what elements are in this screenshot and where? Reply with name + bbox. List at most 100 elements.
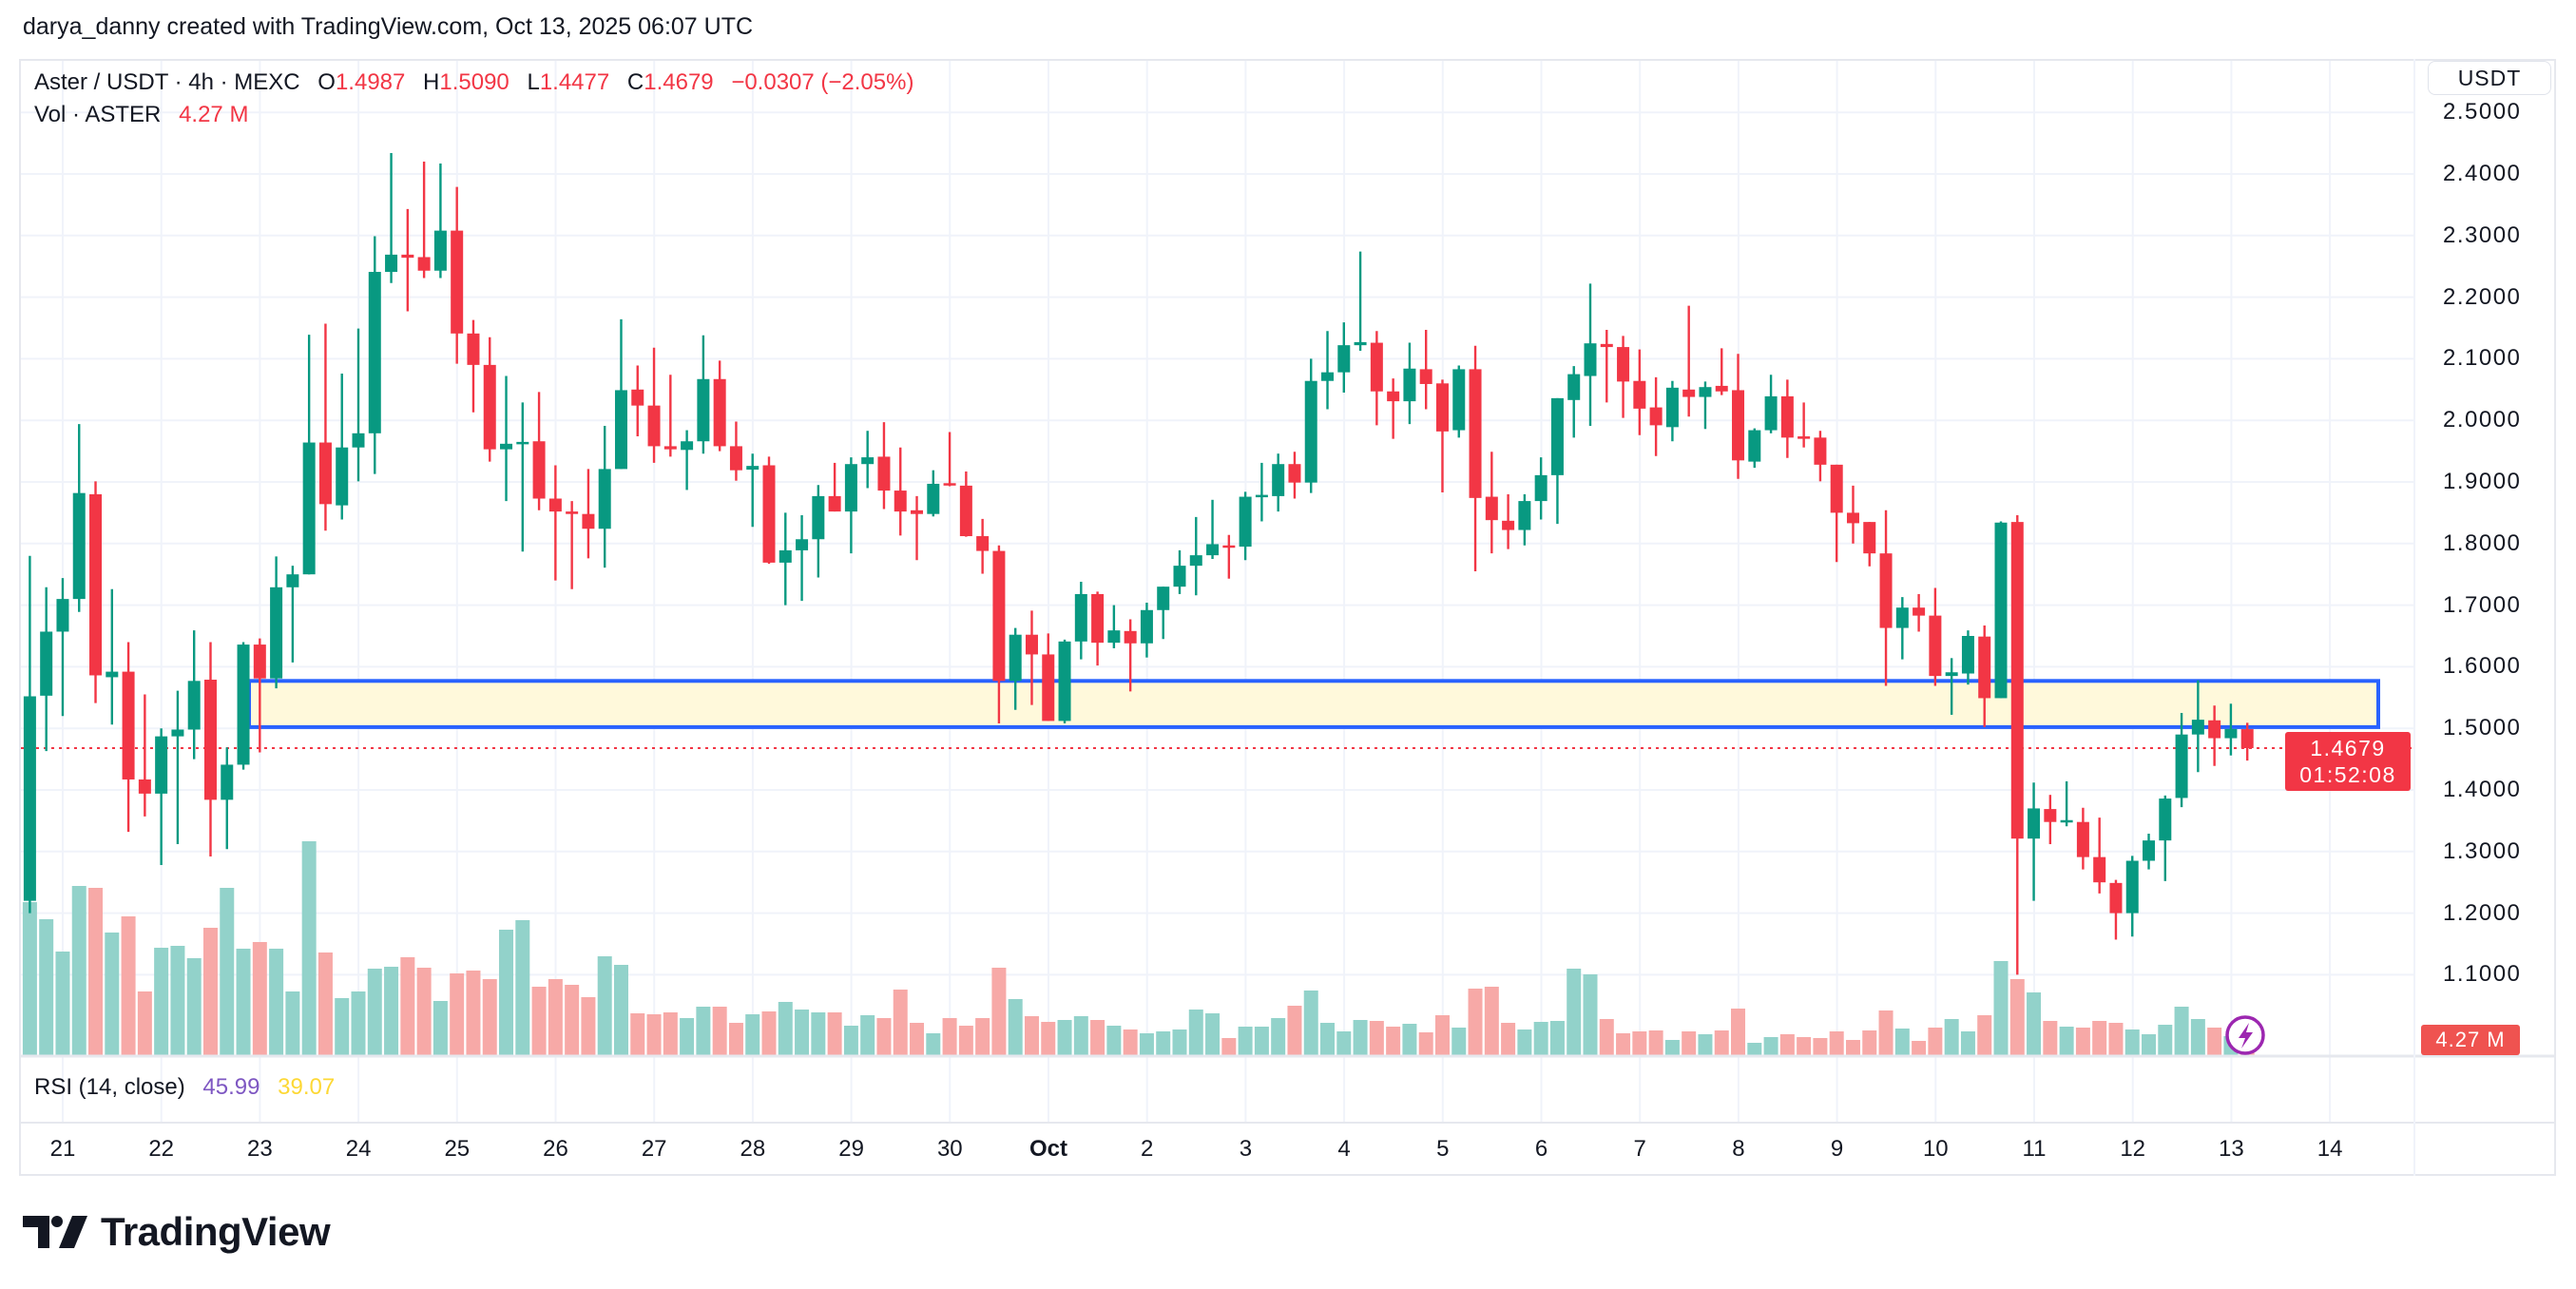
candle — [401, 208, 414, 312]
candle — [927, 470, 940, 517]
candle — [237, 642, 250, 770]
candle-body — [663, 446, 677, 450]
lightning-icon[interactable] — [2225, 1015, 2265, 1055]
candle — [1255, 462, 1268, 522]
rsi-label[interactable]: RSI (14, close) — [34, 1074, 185, 1100]
volume-bar — [597, 956, 612, 1055]
candle-body — [2191, 720, 2204, 735]
volume-bar — [301, 841, 317, 1055]
volume-bar — [1484, 987, 1499, 1055]
candle-body — [72, 492, 86, 600]
candle-body — [1732, 390, 1745, 461]
volume-bar — [1501, 1023, 1516, 1055]
volume-label[interactable]: Vol · ASTER — [34, 102, 162, 127]
candle — [532, 392, 546, 510]
volume-bar — [1583, 974, 1598, 1055]
volume-bar — [1287, 1006, 1302, 1055]
candle-body — [631, 389, 644, 406]
candle — [2093, 818, 2106, 894]
candle — [1961, 630, 1974, 685]
candle-body — [1469, 369, 1482, 498]
volume-bar — [317, 952, 333, 1055]
volume-bar — [1271, 1018, 1286, 1055]
candle — [1518, 493, 1531, 546]
price-tick-label: 1.5000 — [2443, 715, 2522, 741]
volume-bar — [1928, 1028, 1943, 1055]
candle-body — [861, 457, 875, 465]
candle — [1633, 349, 1646, 435]
candle-body — [1337, 345, 1351, 373]
volume-bar — [2108, 1023, 2124, 1055]
volume-bar — [2027, 992, 2042, 1055]
time-tick-label: Oct — [1028, 1136, 1068, 1162]
candle-body — [532, 441, 546, 499]
volume-bar — [1533, 1022, 1548, 1055]
volume-bar — [712, 1007, 727, 1055]
time-tick-label: 29 — [838, 1136, 864, 1162]
volume-bar — [1960, 1031, 1975, 1055]
candle — [877, 422, 891, 510]
candle — [1469, 345, 1482, 571]
volume-bar — [170, 946, 185, 1055]
candle — [1025, 610, 1038, 705]
candle — [1124, 619, 1137, 692]
volume-bar — [154, 948, 169, 1055]
candle-body — [1715, 385, 1728, 392]
candle-body — [1830, 464, 1843, 513]
candle-body — [1633, 380, 1646, 409]
candle-body — [385, 254, 398, 273]
candle — [1879, 510, 1893, 686]
candle — [614, 318, 627, 470]
time-tick-label: 12 — [2120, 1136, 2146, 1162]
candle-body — [1435, 383, 1449, 432]
candle-body — [1961, 636, 1974, 674]
candle-body — [1502, 520, 1515, 530]
candle-body — [203, 680, 217, 800]
candle — [647, 347, 661, 463]
volume-bar — [1386, 1027, 1401, 1055]
price-tick-label: 1.6000 — [2443, 653, 2522, 680]
candle — [1485, 452, 1498, 554]
candle — [1895, 597, 1909, 660]
candle-body — [1239, 496, 1252, 548]
time-tick-label: 3 — [1239, 1136, 1253, 1162]
volume-bar — [285, 991, 300, 1055]
candle — [746, 453, 759, 528]
candle-body — [548, 498, 562, 512]
candle — [516, 402, 529, 552]
candle — [1732, 354, 1745, 479]
currency-button[interactable]: USDT — [2428, 61, 2551, 95]
candle-body — [500, 443, 513, 450]
time-tick-label: 24 — [345, 1136, 372, 1162]
candle-body — [1157, 587, 1170, 610]
candle-body — [1929, 615, 1942, 677]
open-label: O — [317, 69, 336, 95]
volume-bar — [761, 1011, 777, 1055]
volume-bar — [1451, 1028, 1467, 1055]
candle — [203, 642, 217, 856]
candle-body — [1140, 609, 1153, 644]
candle-body — [1255, 494, 1268, 498]
candle — [302, 335, 316, 575]
last-price-tag: 1.4679 01:52:08 — [2285, 732, 2411, 791]
candle — [992, 545, 1006, 724]
volume-bar — [236, 949, 251, 1055]
symbol-title[interactable]: Aster / USDT · 4h · MEXC — [34, 69, 300, 95]
rsi-value: 45.99 — [202, 1074, 260, 1100]
volume-bar — [2092, 1021, 2107, 1055]
price-tick-label: 1.7000 — [2443, 591, 2522, 618]
volume-bar — [827, 1012, 842, 1055]
candle — [1288, 452, 1301, 499]
candle — [2240, 722, 2254, 761]
time-tick-label: 14 — [2316, 1136, 2343, 1162]
candle-body — [1321, 372, 1335, 381]
volume-bar — [1221, 1038, 1237, 1055]
volume-bar — [843, 1026, 858, 1055]
candle — [352, 328, 365, 482]
candle — [40, 587, 53, 752]
candle-body — [451, 230, 464, 334]
support-zone-rectangle[interactable] — [247, 679, 2380, 729]
candle — [2028, 782, 2041, 901]
candle-body — [1009, 634, 1022, 682]
